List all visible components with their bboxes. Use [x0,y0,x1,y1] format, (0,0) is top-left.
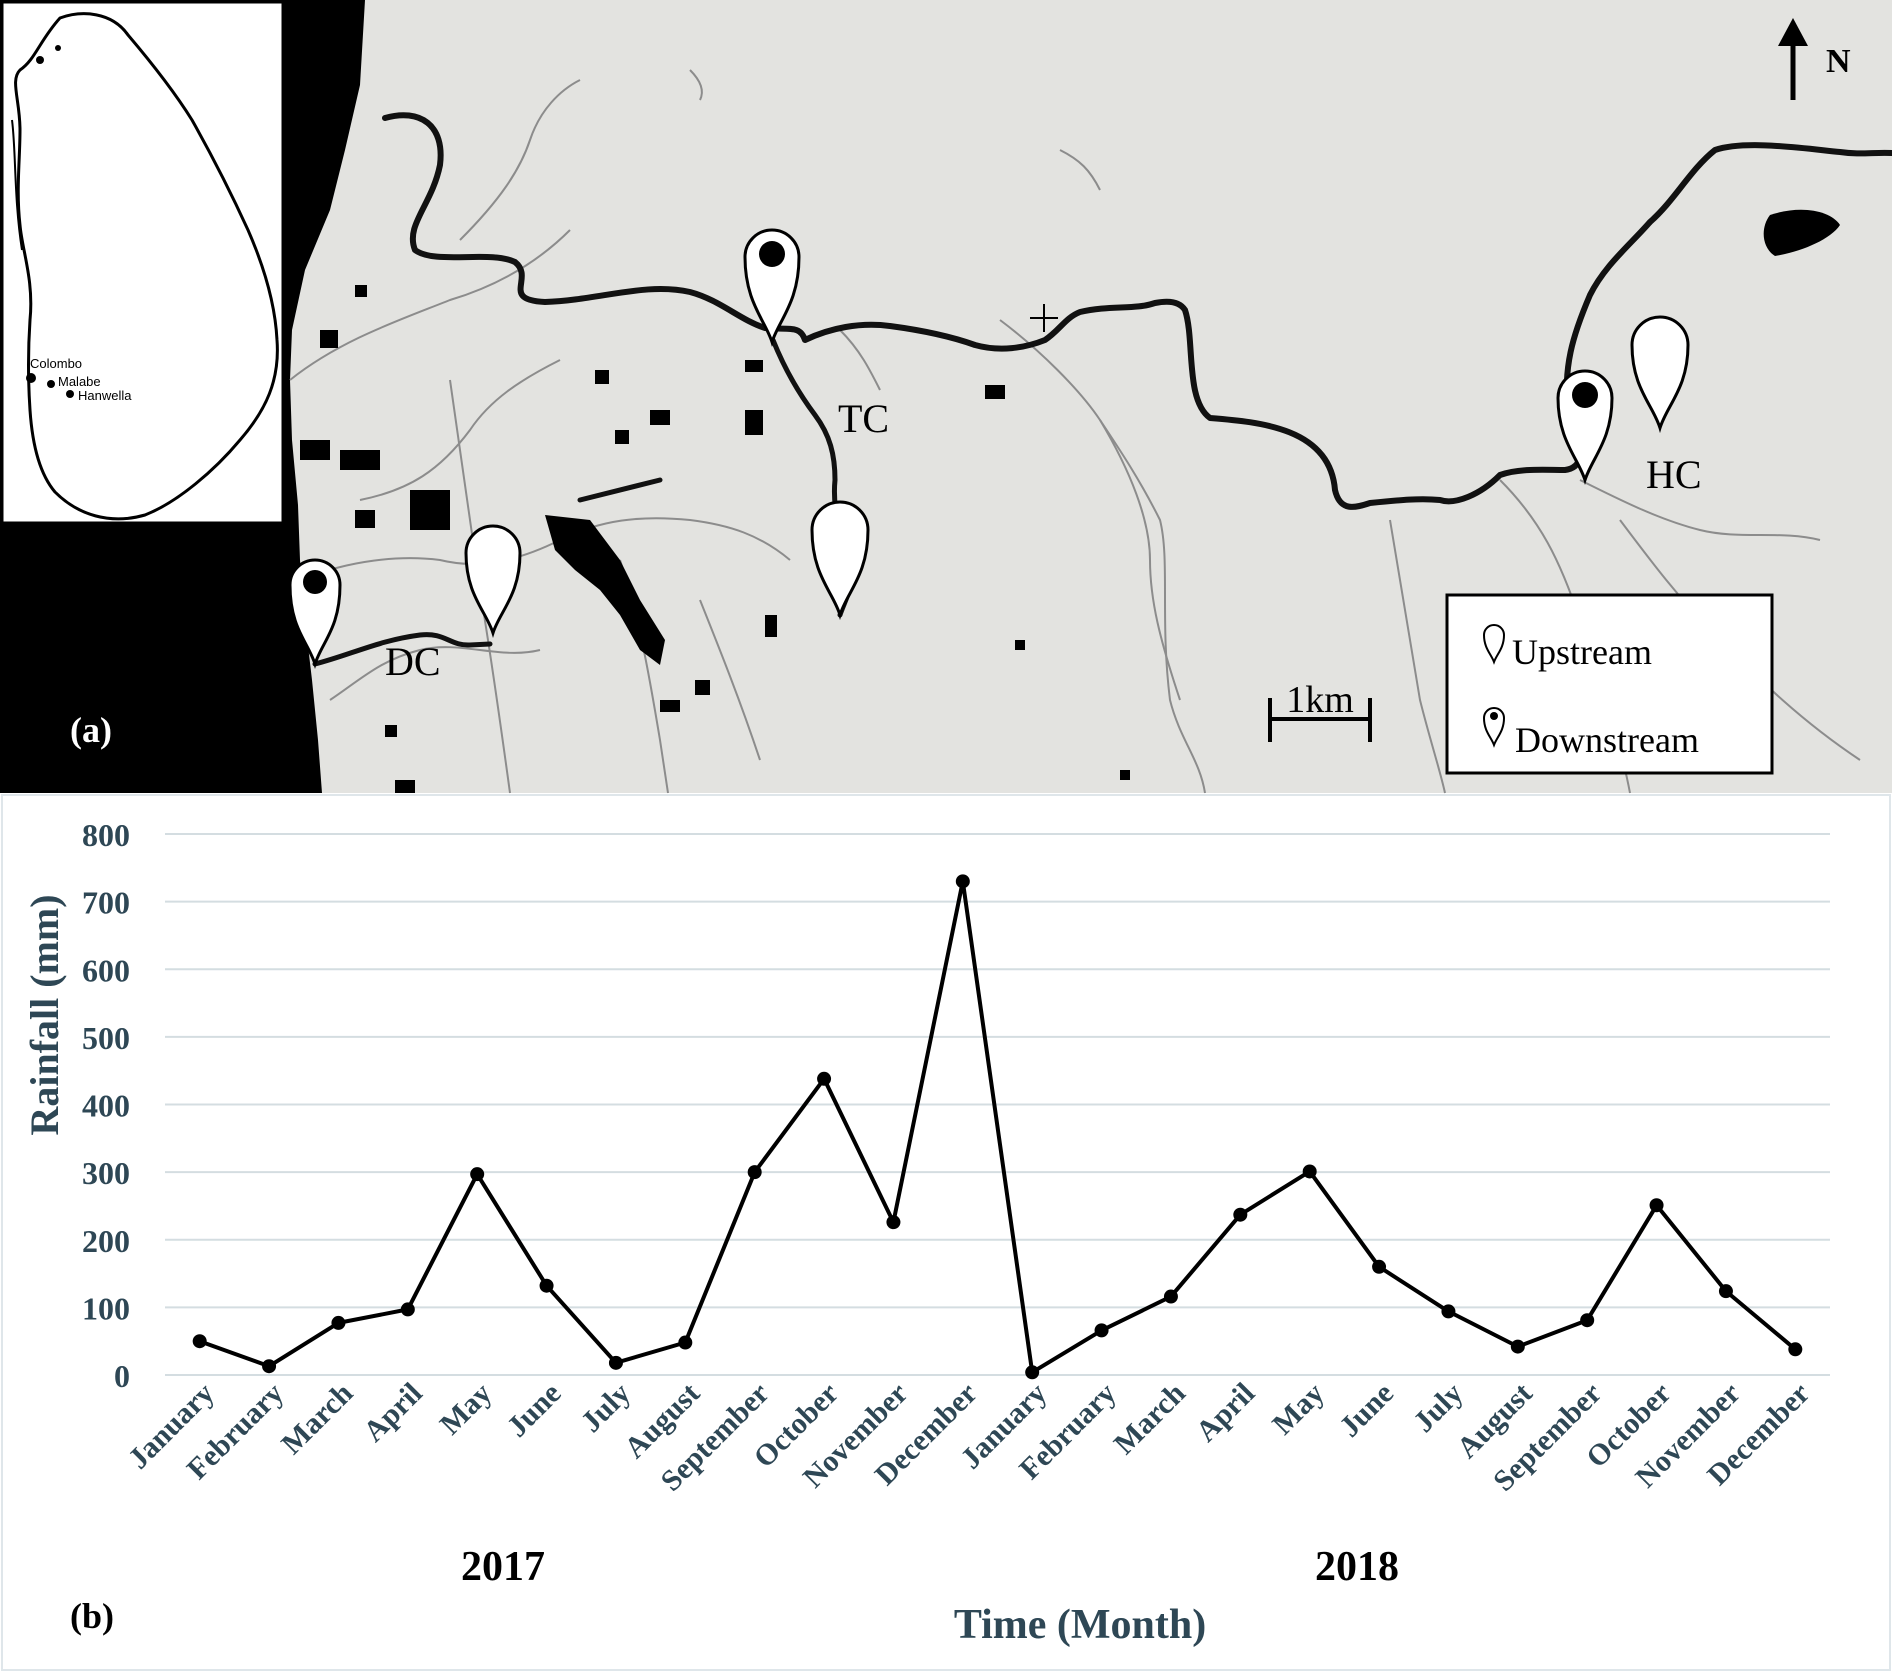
hanwella-dot [66,390,74,398]
inset-label-colombo: Colombo [30,356,82,371]
y-tick-label: 200 [82,1223,130,1259]
chart-xlabel: Time (Month) [954,1602,1206,1648]
data-point [539,1278,554,1293]
site-label-dc: DC [385,639,441,684]
pin-dc-upstream [464,524,522,638]
data-point [1788,1342,1803,1357]
data-point [400,1302,415,1317]
y-tick-label: 0 [114,1358,130,1394]
data-point [608,1355,623,1370]
pin-tc-downstream [743,228,801,347]
data-point [747,1165,762,1180]
map-ponds [300,209,1840,793]
data-point [1441,1304,1456,1319]
site-label-tc: TC [838,396,889,441]
data-point [1233,1207,1248,1222]
y-tick-label: 700 [82,885,130,921]
map-streams [289,69,1861,794]
chart-ylabel: Rainfall (mm) [22,894,67,1135]
legend-upstream-icon [1482,624,1506,665]
colombo-dot [26,373,36,383]
legend-downstream-label: Downstream [1515,720,1699,760]
data-point [1510,1339,1525,1354]
y-tick-label: 500 [82,1020,130,1056]
pin-dc-downstream [288,558,342,669]
data-point [1718,1284,1733,1299]
map-pins [288,228,1690,669]
map-river [382,112,1892,510]
year-label-2017: 2017 [461,1544,545,1590]
pin-tc-upstream [810,500,870,621]
data-point [955,874,970,889]
data-point [1580,1313,1595,1328]
scale-bar [1268,698,1372,742]
y-tick-label: 300 [82,1155,130,1191]
data-point [1302,1164,1317,1179]
north-arrow: N [1778,18,1851,100]
panel-label-a: (a) [70,710,112,750]
chart-frame [1,794,1891,1671]
data-point [470,1167,485,1182]
data-point [1649,1198,1664,1213]
data-point [678,1335,693,1350]
pin-hc-downstream [1556,369,1614,485]
legend-downstream-icon [1482,707,1506,748]
map-cross-marker [1030,304,1058,332]
data-point [262,1359,277,1374]
data-point [886,1215,901,1230]
chart-grid [165,833,1830,1376]
scale-label: 1km [1286,679,1354,721]
data-point [1372,1259,1387,1274]
pin-hc-upstream [1630,315,1690,434]
y-tick-label: 400 [82,1088,130,1124]
inset-label-malabe: Malabe [58,374,101,389]
malabe-dot [47,380,55,388]
series-line [199,879,1797,1375]
data-point [817,1071,832,1086]
data-point [1094,1323,1109,1338]
map-legend: Upstream Downstream [1445,593,1774,775]
chart-y-ticks: 0 100 200 300 400 500 600 700 800 [82,817,130,1394]
panel-label-b: (b) [70,1596,114,1636]
data-point [331,1315,346,1330]
data-point [192,1334,207,1349]
y-tick-label: 600 [82,952,130,988]
inset-map: Colombo Malabe Hanwella [0,0,285,525]
year-label-2018: 2018 [1315,1544,1399,1590]
data-point [1163,1289,1178,1304]
chart-series [192,874,1803,1380]
north-label: N [1826,43,1851,80]
map-panel: Colombo Malabe Hanwella [0,0,1892,794]
legend-upstream-label: Upstream [1512,632,1652,672]
sri-lanka-outline [14,12,279,521]
y-tick-label: 100 [82,1290,130,1326]
inset-label-hanwella: Hanwella [78,388,132,403]
data-point [1025,1365,1040,1380]
y-tick-label: 800 [82,817,130,853]
site-label-hc: HC [1646,452,1702,497]
